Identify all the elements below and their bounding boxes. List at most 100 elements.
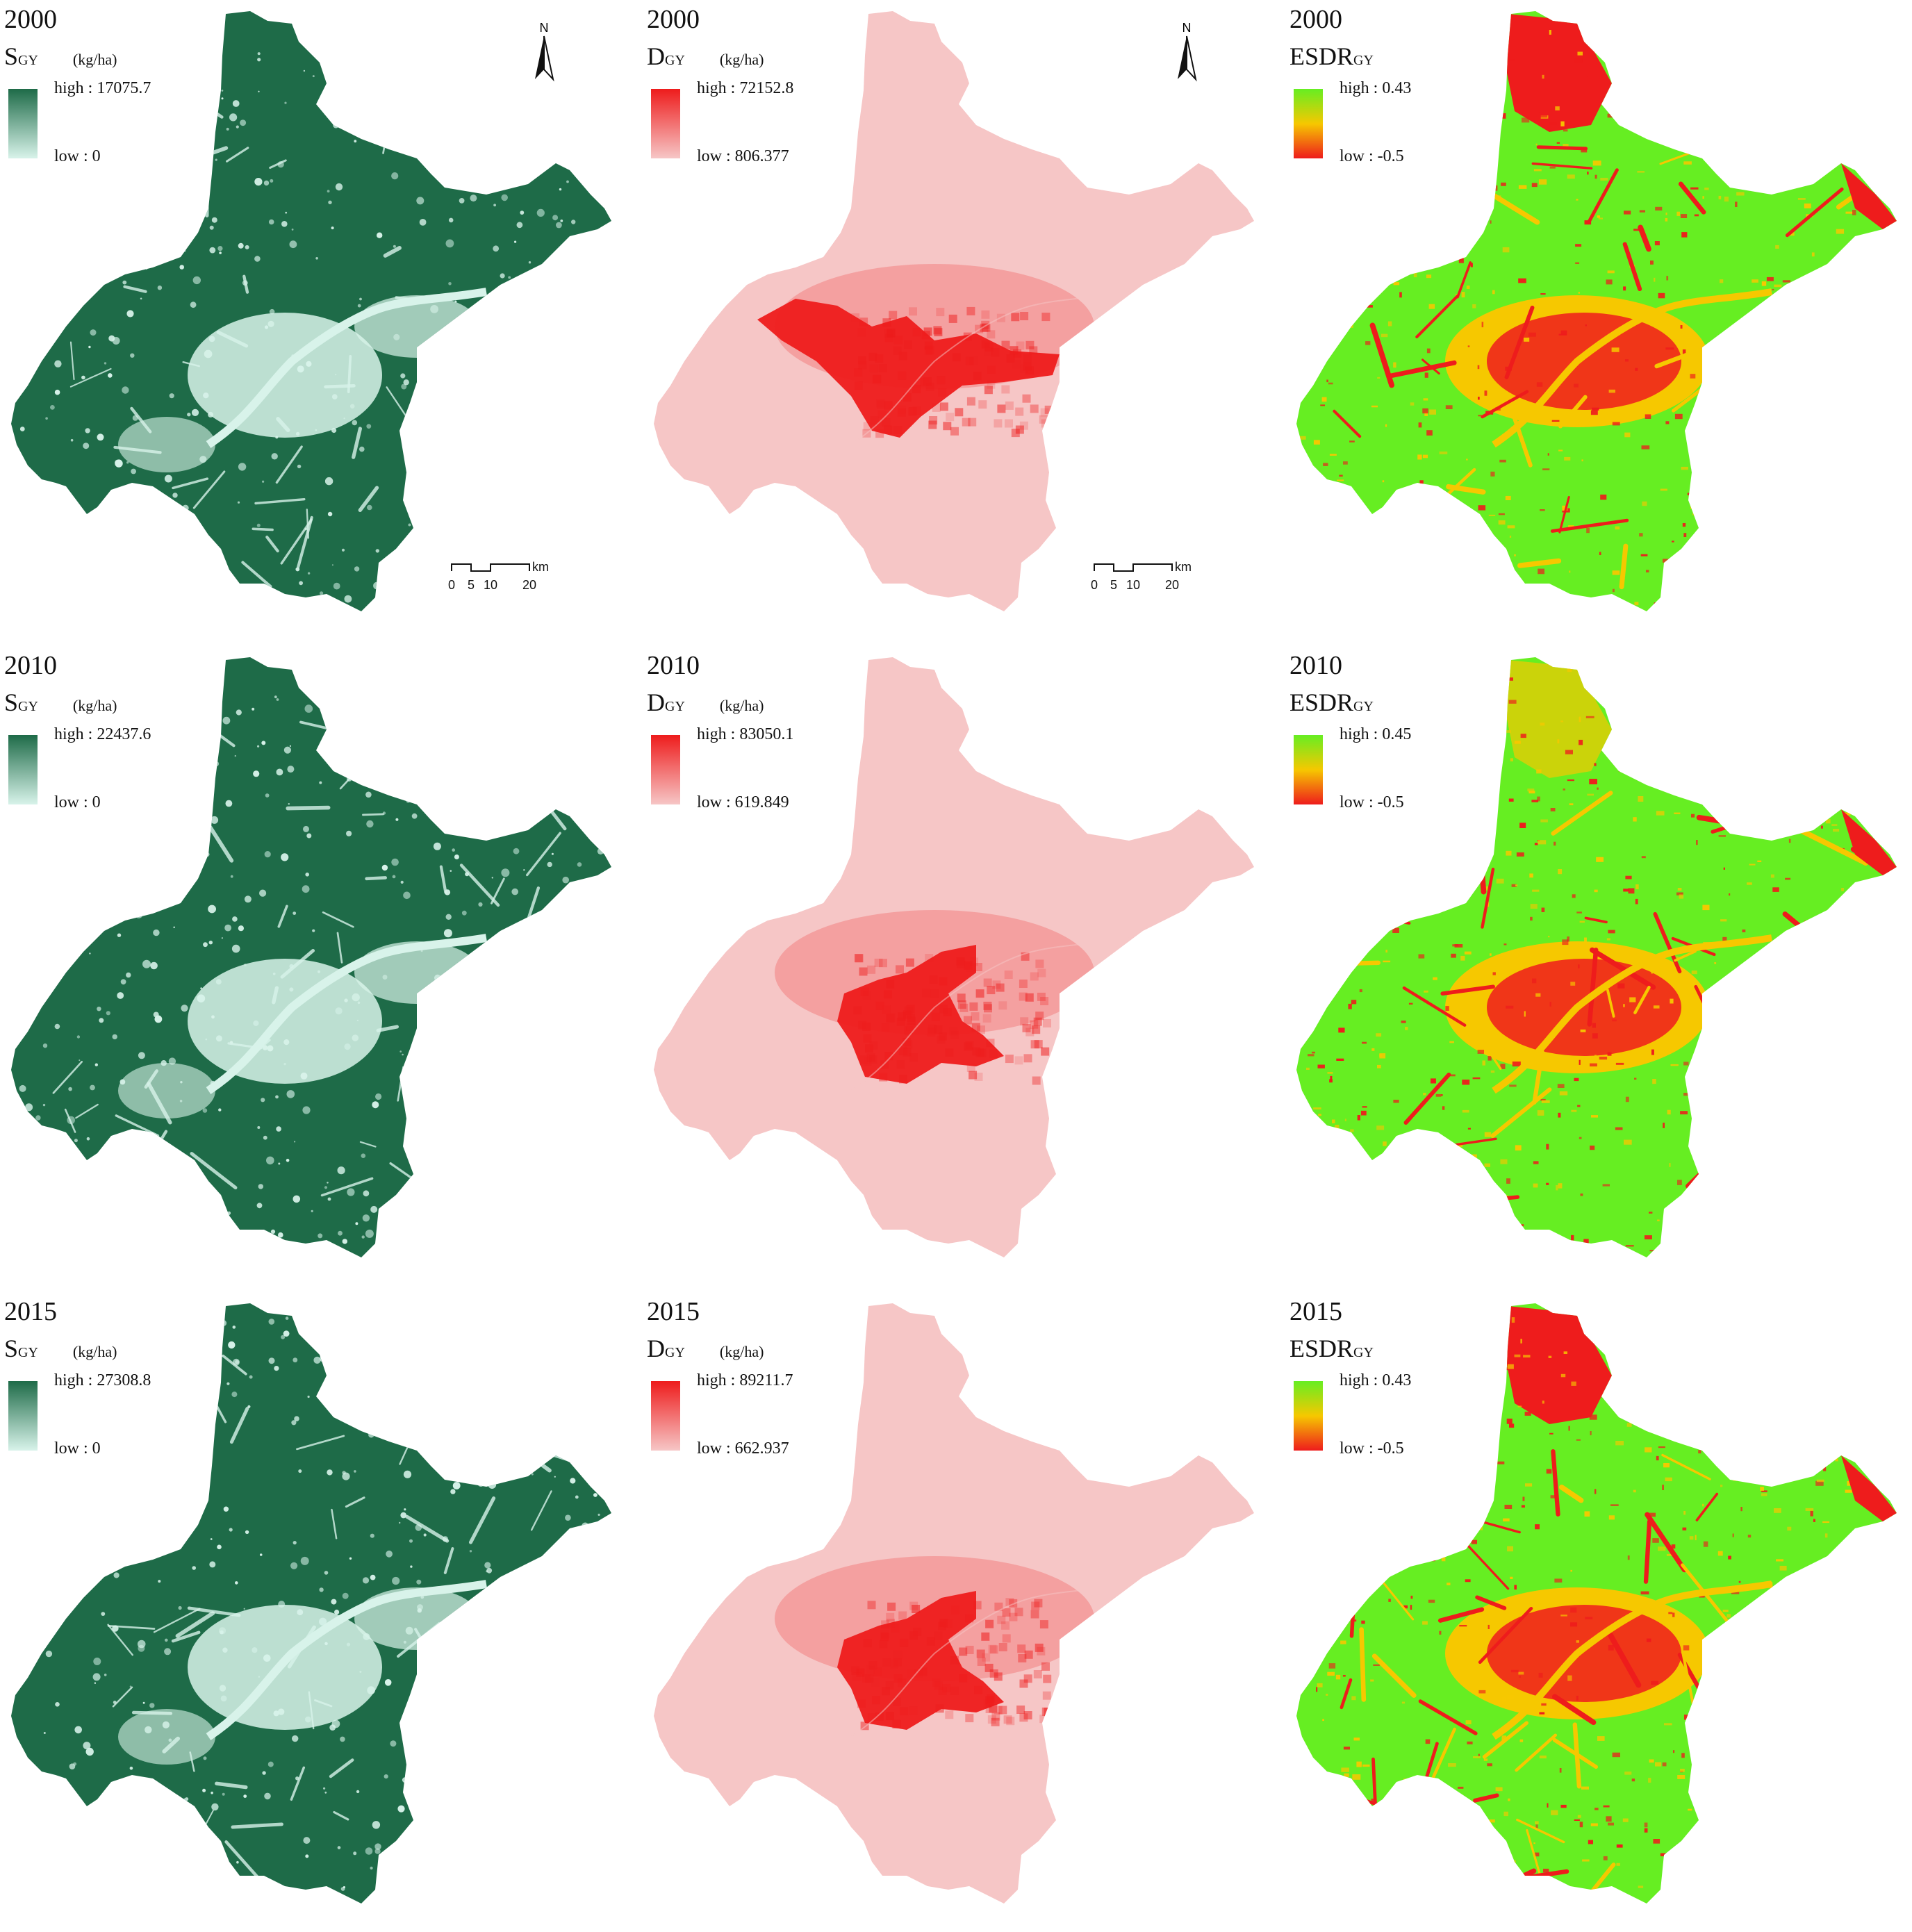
legend-title-subscript: GY — [1353, 1345, 1374, 1360]
scale-tick-label: 5 — [468, 578, 475, 592]
legend-high-label: high : 89211.7 — [697, 1371, 793, 1389]
scale-tick-label: 10 — [1126, 578, 1140, 592]
demand-map-2015 — [654, 1303, 1254, 1904]
legend-title: ESDRGY — [1289, 688, 1374, 717]
legend-low-label: low : 0 — [54, 1439, 101, 1458]
esdr-map-panel-2010: 2010 ESDRGY high : 0.45 low : -0.5 — [1285, 646, 1911, 1271]
demand-map-2010 — [654, 657, 1254, 1257]
legend-title-subscript: GY — [18, 699, 38, 714]
esdr-map-2000 — [1296, 11, 1897, 611]
legend-title-main: S — [4, 42, 19, 70]
legend-low-label: low : 619.849 — [697, 793, 789, 811]
legend-color-ramp — [651, 1381, 680, 1451]
scale-tick-label: 5 — [1110, 578, 1117, 592]
demand-map-2000 — [654, 11, 1254, 611]
legend-title-main: ESDR — [1289, 688, 1354, 716]
legend-title: DGY (kg/ha) — [647, 1334, 764, 1363]
scale-unit-label: km — [1175, 560, 1192, 574]
legend-title-subscript: GY — [1353, 53, 1374, 68]
demand-map-panel-2010: 2010 DGY (kg/ha) high : 83050.1 low : 619.84… — [643, 646, 1268, 1271]
year-label: 2000 — [647, 5, 700, 34]
legend-color-ramp — [651, 89, 680, 158]
year-label: 2015 — [647, 1297, 700, 1326]
supply-map-2015 — [11, 1303, 611, 1904]
legend-title-main: ESDR — [1289, 42, 1354, 70]
legend-title: SGY (kg/ha) — [4, 1334, 117, 1363]
year-label: 2015 — [1289, 1297, 1342, 1326]
legend-color-ramp — [1294, 89, 1323, 158]
legend-title-main: D — [647, 688, 665, 716]
year-label: 2015 — [4, 1297, 57, 1326]
legend-high-label: high : 17075.7 — [54, 79, 151, 97]
legend-title-subscript: GY — [18, 53, 38, 68]
legend-title: SGY (kg/ha) — [4, 42, 117, 71]
legend-color-ramp — [1294, 735, 1323, 804]
legend-low-label: low : -0.5 — [1340, 793, 1404, 811]
legend-title-subscript: GY — [18, 1345, 38, 1360]
legend-unit: (kg/ha) — [72, 697, 117, 714]
esdr-map-2015 — [1296, 1303, 1897, 1904]
north-label: N — [540, 21, 549, 35]
north-label: N — [1182, 21, 1192, 35]
supply-map-panel-2000: 2000 SGY (kg/ha) high : 17075.7 low : 0 N 0 5 10… — [0, 0, 625, 625]
scale-tick-label: 10 — [484, 578, 497, 592]
supply-map-2010 — [11, 657, 611, 1257]
legend-color-ramp — [651, 735, 680, 804]
legend-high-label: high : 0.43 — [1340, 1371, 1412, 1389]
scale-tick-label: 0 — [1091, 578, 1098, 592]
supply-map-panel-2010: 2010 SGY (kg/ha) high : 22437.6 low : 0 — [0, 646, 625, 1271]
legend-title: ESDRGY — [1289, 42, 1374, 71]
legend-title: DGY (kg/ha) — [647, 688, 764, 717]
legend-unit: (kg/ha) — [719, 51, 764, 68]
legend-high-label: high : 72152.8 — [697, 79, 794, 97]
legend-low-label: low : 662.937 — [697, 1439, 789, 1458]
esdr-map-2010 — [1296, 657, 1897, 1257]
legend-unit: (kg/ha) — [719, 1343, 764, 1360]
legend-high-label: high : 22437.6 — [54, 725, 151, 743]
year-label: 2010 — [647, 651, 700, 680]
legend-high-label: high : 83050.1 — [697, 725, 794, 743]
legend-color-ramp — [1294, 1381, 1323, 1451]
legend-title-subscript: GY — [665, 699, 685, 714]
scale-tick-label: 0 — [448, 578, 455, 592]
year-label: 2000 — [1289, 5, 1342, 34]
scale-unit-label: km — [532, 560, 549, 574]
legend-high-label: high : 0.43 — [1340, 79, 1412, 97]
scale-tick-label: 20 — [522, 578, 536, 592]
demand-map-panel-2015: 2015 DGY (kg/ha) high : 89211.7 low : 662.93… — [643, 1292, 1268, 1917]
legend-title-main: D — [647, 1335, 665, 1362]
demand-map-panel-2000: 2000 DGY (kg/ha) high : 72152.8 low : 806.37… — [643, 0, 1268, 625]
scale-bar: 0 5 10 20 km — [1087, 556, 1226, 597]
legend-color-ramp — [8, 89, 38, 158]
legend-title: DGY (kg/ha) — [647, 42, 764, 71]
scale-bar: 0 5 10 20 km — [445, 556, 584, 597]
legend-title-main: S — [4, 688, 19, 716]
legend-low-label: low : -0.5 — [1340, 147, 1404, 165]
supply-map-2000 — [11, 11, 611, 611]
legend-title-main: ESDR — [1289, 1335, 1354, 1362]
legend-low-label: low : -0.5 — [1340, 1439, 1404, 1458]
legend-high-label: high : 27308.8 — [54, 1371, 151, 1389]
legend-title: SGY (kg/ha) — [4, 688, 117, 717]
legend-unit: (kg/ha) — [72, 51, 117, 68]
year-label: 2000 — [4, 5, 57, 34]
legend-low-label: low : 0 — [54, 793, 101, 811]
supply-map-panel-2015: 2015 SGY (kg/ha) high : 27308.8 low : 0 — [0, 1292, 625, 1917]
legend-title-subscript: GY — [665, 1345, 685, 1360]
legend-color-ramp — [8, 1381, 38, 1451]
esdr-map-panel-2015: 2015 ESDRGY high : 0.43 low : -0.5 — [1285, 1292, 1911, 1917]
scale-tick-label: 20 — [1165, 578, 1179, 592]
legend-high-label: high : 0.45 — [1340, 725, 1412, 743]
year-label: 2010 — [4, 651, 57, 680]
legend-unit: (kg/ha) — [72, 1343, 117, 1360]
legend-low-label: low : 806.377 — [697, 147, 789, 165]
esdr-map-panel-2000: 2000 ESDRGY high : 0.43 low : -0.5 — [1285, 0, 1911, 625]
legend-color-ramp — [8, 735, 38, 804]
legend-title-subscript: GY — [1353, 699, 1374, 714]
legend-title-main: D — [647, 42, 665, 70]
legend-title: ESDRGY — [1289, 1334, 1374, 1363]
legend-unit: (kg/ha) — [719, 697, 764, 714]
legend-title-main: S — [4, 1335, 19, 1362]
year-label: 2010 — [1289, 651, 1342, 680]
